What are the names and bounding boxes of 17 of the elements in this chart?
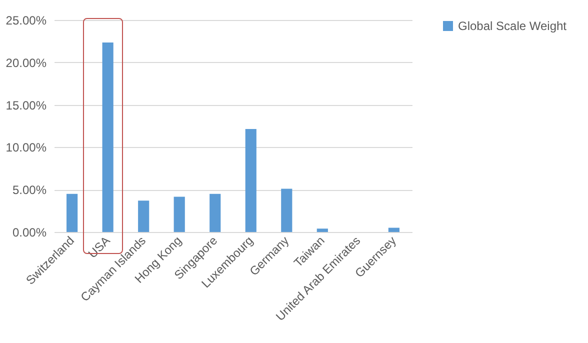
bar [281, 188, 292, 232]
bar [210, 194, 221, 232]
y-tick-label: 10.00% [6, 140, 47, 155]
x-tick-label: USA [85, 234, 113, 261]
bar [388, 228, 400, 232]
y-tick-label: 15.00% [6, 98, 47, 112]
y-tick-label: 0.00% [12, 226, 47, 240]
y-tick-label: 20.00% [6, 56, 47, 70]
bar [316, 228, 328, 232]
bar [174, 196, 185, 232]
bar [245, 128, 256, 232]
bar [102, 42, 114, 232]
y-tick-label: 25.00% [6, 14, 47, 28]
y-tick-label: 5.00% [12, 183, 47, 198]
bar [66, 194, 78, 232]
bar [138, 200, 150, 232]
legend-label: Global Scale Weight [458, 19, 568, 33]
